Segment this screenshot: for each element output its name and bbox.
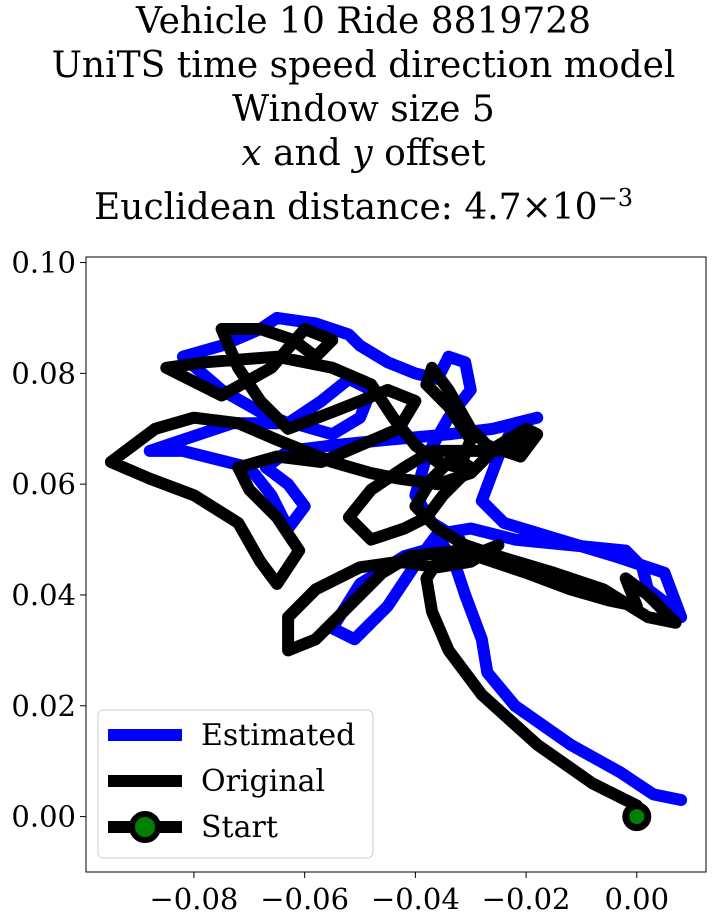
x-tick-label: −0.06 [260,882,349,916]
title-exponent: −3 [597,184,633,212]
title-distance-label: Euclidean distance: [94,187,465,228]
title-line-5: Euclidean distance: 4.7×10−3 [0,176,727,230]
title-line-1: Vehicle 10 Ride 8819728 [135,1,592,42]
y-tick-label: 0.04 [11,578,76,612]
title-base: 10 [551,187,598,228]
title-x-var: x [241,133,262,174]
legend-start-swatch-marker [129,811,161,843]
legend: Estimated Original Start [97,709,374,859]
series-layer [104,311,688,832]
title-times: × [521,187,552,228]
y-tick-label: 0.02 [11,689,76,723]
y-axis: 0.00 0.02 0.04 0.06 0.08 0.10 [11,246,86,834]
series-estimated-line [143,311,688,806]
y-tick-label: 0.06 [11,467,76,501]
chart-title: Vehicle 10 Ride 8819728 UniTS time speed… [0,0,727,230]
legend-original-label: Original [201,764,325,799]
axes-frame [85,256,707,873]
start-marker [622,802,652,832]
title-offset: offset [372,133,486,174]
y-tick-label: 0.00 [11,800,76,834]
title-y-var: y [352,133,373,174]
title-line-2: UniTS time speed direction model [51,45,676,86]
legend-estimated-label: Estimated [201,718,355,753]
y-tick-label: 0.10 [11,246,76,280]
x-tick-label: 0.00 [605,882,670,916]
x-axis: −0.08 −0.06 −0.04 −0.02 0.00 [150,872,670,916]
x-tick-label: −0.08 [150,882,239,916]
x-tick-label: −0.02 [482,882,571,916]
title-line-3: Window size 5 [232,89,495,130]
series-original-line [104,323,682,812]
title-distance-mantissa: 4.7 [464,187,522,228]
legend-start-label: Start [201,810,278,845]
y-tick-label: 0.08 [11,356,76,390]
title-line-4: x and y offset [0,132,727,176]
x-tick-label: −0.04 [371,882,460,916]
title-and: and [261,133,353,174]
